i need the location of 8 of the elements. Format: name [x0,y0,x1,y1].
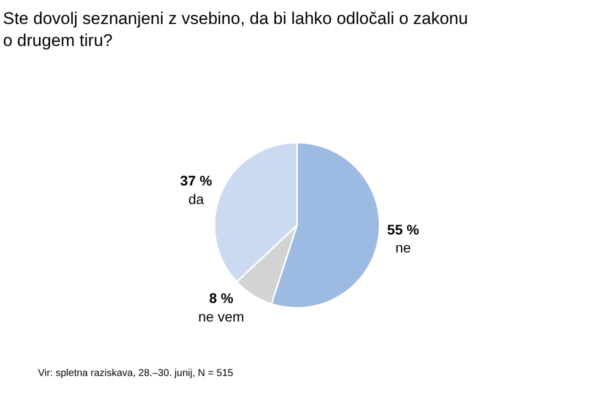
text: Vir: spletna raziskava, 28.–30. junij, N = 515 [38,368,234,379]
slice-label: da [188,190,204,207]
data-label: 37 % [180,172,213,189]
chart-title: Ste dovolj seznanjeni z vsebino, da bi lahko odločali o zakonu o drugem tiru? [3,8,468,50]
slice-label: ne [395,240,412,256]
data-label: 55 % [387,221,420,238]
data-label: 8 % [209,290,234,306]
slice-label: ne vem [198,308,244,324]
